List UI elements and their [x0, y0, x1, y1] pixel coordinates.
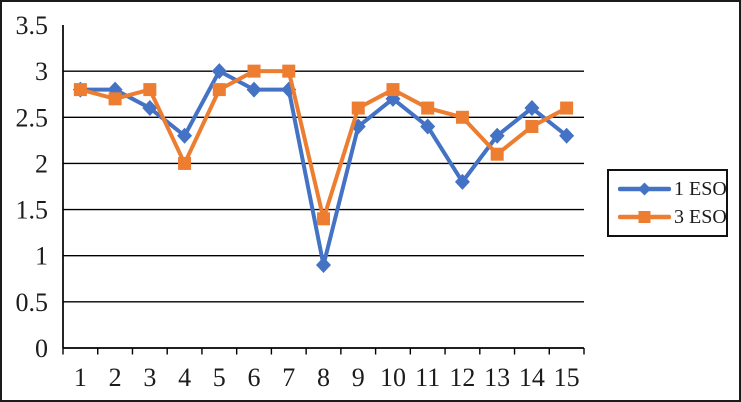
x-axis-tick-label: 10 [380, 363, 406, 392]
data-point-1-eso [524, 100, 540, 117]
x-axis-tick-label: 7 [282, 363, 295, 392]
y-axis-tick-label: 2 [35, 149, 48, 178]
data-point-3-eso [455, 110, 469, 124]
data-point-1-eso [246, 81, 262, 98]
legend-label-3-eso: 3 ESO [674, 206, 727, 228]
data-point-3-eso [247, 64, 261, 78]
legend-line-diamond-icon [618, 182, 671, 196]
data-point-3-eso [386, 83, 400, 97]
legend-sample-marker [638, 182, 651, 196]
data-point-3-eso [212, 83, 226, 97]
data-point-3-eso [143, 83, 157, 97]
x-axis-tick-label: 8 [317, 363, 330, 392]
legend-line-square-icon [618, 211, 671, 223]
legend: 1 ESO 3 ESO [607, 169, 728, 237]
x-axis-tick-label: 13 [484, 363, 510, 392]
x-axis-tick-label: 9 [352, 363, 365, 392]
data-point-3-eso [421, 101, 435, 115]
data-point-1-eso [454, 173, 470, 190]
x-axis-tick-label: 1 [74, 363, 87, 392]
y-axis-tick-label: 3.5 [16, 11, 49, 40]
data-point-1-eso [420, 118, 436, 135]
x-axis-tick-label: 14 [519, 363, 545, 392]
x-axis-tick-label: 2 [109, 363, 122, 392]
x-axis-tick-label: 3 [143, 363, 156, 392]
data-point-1-eso [489, 127, 505, 144]
data-point-1-eso [211, 63, 227, 80]
data-point-3-eso [73, 83, 87, 97]
data-point-3-eso [525, 120, 539, 134]
y-axis-tick-label: 2.5 [16, 103, 49, 132]
data-point-3-eso [351, 101, 365, 115]
legend-label-1-eso: 1 ESO [674, 178, 727, 200]
data-point-3-eso [282, 64, 296, 78]
legend-item-3-eso[interactable]: 3 ESO [618, 206, 727, 228]
y-axis-tick-label: 3 [35, 57, 48, 86]
x-axis-tick-label: 15 [554, 363, 580, 392]
data-point-3-eso [490, 147, 504, 161]
data-point-3-eso [108, 92, 122, 106]
y-axis-tick-label: 0.5 [16, 288, 49, 317]
x-axis-tick-label: 11 [415, 363, 440, 392]
x-axis-tick-label: 12 [449, 363, 475, 392]
data-point-3-eso [560, 101, 574, 115]
y-axis-tick-label: 1.5 [16, 196, 49, 225]
legend-item-1-eso[interactable]: 1 ESO [618, 178, 727, 200]
x-axis-tick-label: 4 [178, 363, 191, 392]
legend-sample-marker [638, 211, 651, 223]
y-axis-tick-label: 1 [35, 242, 48, 271]
y-axis-tick-label: 0 [35, 334, 48, 363]
x-axis-tick-label: 5 [213, 363, 226, 392]
data-point-3-eso [178, 156, 192, 170]
data-point-1-eso [177, 127, 193, 144]
data-point-3-eso [317, 212, 330, 226]
data-point-1-eso [316, 256, 331, 273]
data-point-1-eso [142, 100, 158, 117]
data-point-1-eso [559, 127, 575, 144]
x-axis-tick-label: 6 [248, 363, 261, 392]
